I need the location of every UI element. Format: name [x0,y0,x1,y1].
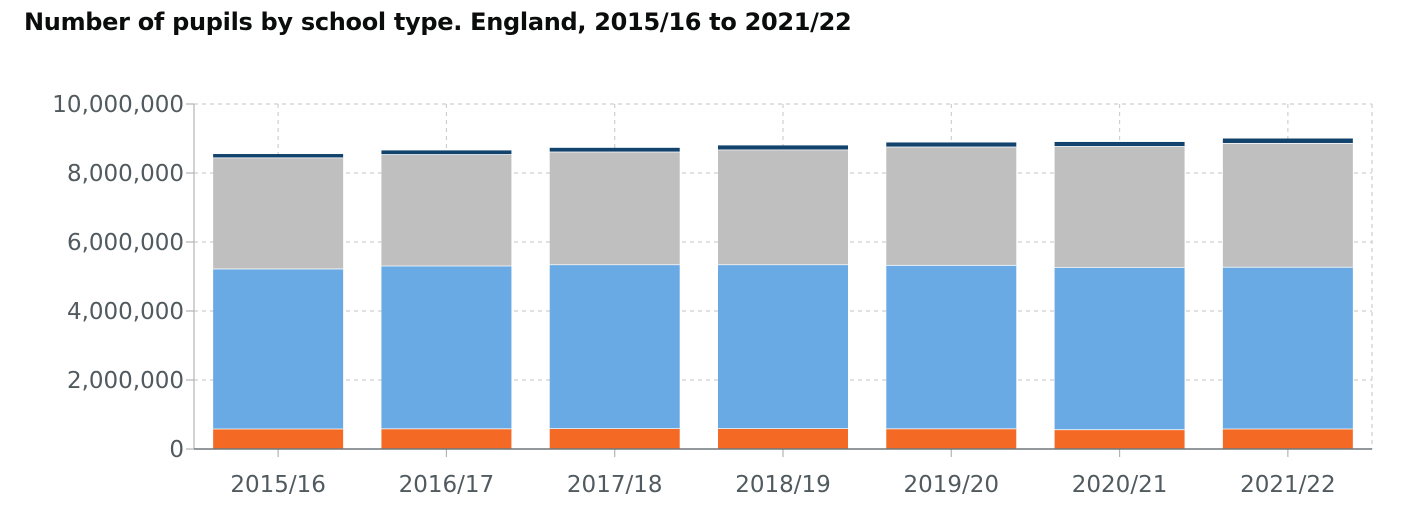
bar-segment [1054,267,1185,430]
bar-segment [549,147,680,152]
bar-segment [1222,266,1353,429]
x-tick-label: 2017/18 [567,472,663,498]
bar-segment [381,265,512,429]
bar-segment [381,150,512,155]
x-tick-label: 2015/16 [230,472,326,498]
bar-segment [213,268,344,429]
y-tick-label: 4,000,000 [67,299,184,325]
bar-segment [718,428,848,449]
y-tick-label: 6,000,000 [67,230,184,256]
bar-segment [213,157,344,269]
x-axis-ticks: 2015/16 2016/17 2017/18 2018/19 2019/20 2020/… [230,472,1335,498]
bar-segment [1054,141,1185,147]
bar-segment [1222,142,1353,267]
bar-segment [718,149,848,265]
bar-segment [1054,429,1185,449]
bar-segment [549,264,680,429]
x-tick-label: 2016/17 [399,472,495,498]
y-axis-ticks: 0 2,000,000 4,000,000 6,000,000 8,000,000 10,… [52,92,184,463]
bars [213,138,1353,449]
y-tick-label: 2,000,000 [67,368,184,394]
chart-title: Number of pupils by school type. England… [24,8,852,36]
bar-segment [549,428,680,449]
bar-segment [886,146,1017,265]
y-tick-label: 10,000,000 [52,92,184,118]
bar-segment [886,428,1017,449]
axes [186,103,1372,457]
bar-segment [886,264,1017,429]
bar-segment [886,142,1017,147]
x-tick-label: 2020/21 [1072,472,1168,498]
bar-segment [718,145,848,150]
bar-segment [1222,428,1353,449]
bar-segment [213,154,344,158]
bar-segment [381,154,512,266]
y-tick-label: 0 [169,437,184,463]
bar-segment [718,264,848,429]
y-tick-label: 8,000,000 [67,161,184,187]
x-tick-label: 2021/22 [1240,472,1336,498]
x-tick-label: 2019/20 [904,472,1000,498]
bar-segment [381,428,512,449]
bar-segment [549,151,680,265]
x-tick-label: 2018/19 [735,472,831,498]
bar-segment [213,428,344,449]
bar-segment [1222,138,1353,143]
bar-segment [1054,146,1185,268]
